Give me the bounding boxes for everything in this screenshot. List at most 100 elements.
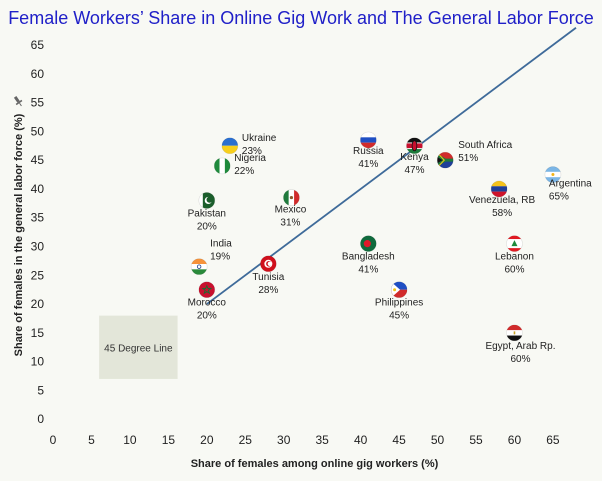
y-tick-label: 25: [31, 268, 45, 282]
point-label-percent: 51%: [458, 153, 478, 164]
x-tick-label: 40: [354, 433, 368, 447]
x-tick-label: 25: [239, 433, 253, 447]
points-layer: [190, 131, 562, 342]
y-tick-label: 50: [31, 124, 45, 138]
x-tick-label: 0: [50, 433, 57, 447]
flag-marker-india[interactable]: [191, 258, 208, 275]
flag-outline: [544, 166, 562, 183]
flag-outline: [406, 137, 423, 155]
point-label-country: India: [210, 239, 232, 250]
flag-marker-south-africa[interactable]: [437, 152, 454, 169]
flag-outline: [360, 235, 377, 252]
flag-marker-egypt-arab-rp[interactable]: [506, 324, 523, 341]
point-label-percent: 41%: [358, 265, 378, 276]
y-tick-label: 55: [31, 96, 45, 110]
y-axis-title: Share of females in the general labor fo…: [13, 113, 25, 356]
y-tick-label: 35: [31, 211, 45, 225]
point-label-percent: 60%: [504, 265, 524, 276]
flag-marker-nigeria[interactable]: [214, 157, 231, 174]
flag-outline: [198, 281, 216, 298]
chart-title: Female Workers’ Share in Online Gig Work…: [8, 8, 594, 28]
flag-outline: [283, 189, 300, 206]
y-tick-label: 15: [31, 326, 45, 340]
x-tick-label: 35: [316, 433, 330, 447]
flag-marker-morocco[interactable]: [198, 281, 215, 298]
y-tick-label: 30: [31, 240, 45, 254]
flag-marker-argentina[interactable]: [544, 166, 561, 183]
point-label-percent: 20%: [197, 221, 217, 232]
flag-marker-venezuela-rb[interactable]: [491, 180, 508, 197]
point-label-country: Pakistan: [188, 208, 226, 219]
point-label-percent: 47%: [404, 165, 424, 176]
flag-marker-pakistan[interactable]: [198, 192, 215, 209]
point-label-percent: 28%: [258, 285, 278, 296]
point-label-country: Philippines: [375, 298, 423, 309]
flag-outline: [360, 131, 377, 149]
point-label-percent: 23%: [242, 146, 262, 157]
pin-icon[interactable]: [12, 95, 24, 108]
point-label-percent: 60%: [510, 354, 530, 365]
flag-outline: [390, 281, 408, 298]
tick-layer: 0 5 10 15 20 25 30 35 40 45 50 55 60 65 0 5 10 15 20 25 30 35…: [31, 38, 560, 447]
y-tick-label: 40: [31, 182, 45, 196]
flag-outline: [213, 157, 231, 175]
point-label-country: Egypt, Arab Rp.: [485, 341, 555, 352]
flag-outline: [436, 151, 454, 169]
flag-outline: [190, 258, 208, 275]
point-label-percent: 19%: [210, 252, 230, 263]
reference-line-label: 45 Degree Line: [104, 343, 173, 354]
point-label-country: Mexico: [275, 205, 307, 216]
x-tick-label: 5: [88, 433, 95, 447]
x-tick-label: 65: [546, 433, 560, 447]
y-tick-label: 10: [31, 355, 45, 369]
point-label-percent: 65%: [549, 192, 569, 203]
x-tick-label: 20: [200, 433, 214, 447]
x-tick-label: 50: [431, 433, 445, 447]
flag-marker-ukraine[interactable]: [221, 137, 238, 154]
x-tick-label: 60: [508, 433, 522, 447]
point-label-percent: 58%: [492, 208, 512, 219]
flag-marker-philippines[interactable]: [391, 281, 408, 298]
flag-marker-bangladesh[interactable]: [360, 235, 377, 252]
point-label-percent: 41%: [358, 159, 378, 170]
point-label-percent: 31%: [280, 218, 300, 229]
y-tick-label: 0: [37, 412, 44, 426]
x-tick-label: 15: [162, 433, 176, 447]
y-tick-label: 65: [31, 38, 45, 52]
flag-outline: [198, 192, 216, 209]
point-label-country: Kenya: [400, 152, 429, 163]
flag-outline: [260, 255, 277, 273]
point-label-country: Venezuela, RB: [469, 195, 535, 206]
point-label-percent: 22%: [234, 166, 254, 177]
flag-outline: [221, 137, 239, 155]
y-tick-label: 5: [37, 383, 44, 397]
y-tick-label: 45: [31, 153, 45, 167]
point-label-country: Bangladesh: [342, 252, 395, 263]
point-label-country: Argentina: [549, 179, 592, 190]
point-label-country: Ukraine: [242, 133, 277, 144]
x-tick-label: 10: [123, 433, 137, 447]
point-label-country: South Africa: [458, 140, 512, 151]
reference-line-legend-box: [99, 315, 178, 379]
reference-layer: 45 Degree Line: [99, 27, 577, 379]
point-label-country: Morocco: [188, 298, 227, 309]
flag-marker-lebanon[interactable]: [506, 235, 523, 252]
point-label-country: Russia: [353, 146, 384, 157]
flag-marker-russia[interactable]: [360, 132, 377, 148]
x-tick-label: 45: [392, 433, 406, 447]
point-label-country: Tunisia: [252, 272, 284, 283]
flag-marker-mexico[interactable]: [283, 189, 300, 206]
x-tick-label: 55: [469, 433, 483, 447]
x-tick-label: 30: [277, 433, 291, 447]
flag-outline: [490, 180, 508, 198]
flag-marker-kenya[interactable]: [406, 137, 423, 154]
x-axis-title: Share of females among online gig worker…: [191, 458, 439, 470]
point-label-percent: 20%: [197, 311, 217, 322]
point-label-country: Nigeria: [234, 153, 266, 164]
flag-marker-tunisia[interactable]: [260, 255, 277, 272]
point-label-percent: 45%: [389, 311, 409, 322]
flag-outline: [506, 324, 523, 342]
flag-outline: [506, 235, 523, 252]
